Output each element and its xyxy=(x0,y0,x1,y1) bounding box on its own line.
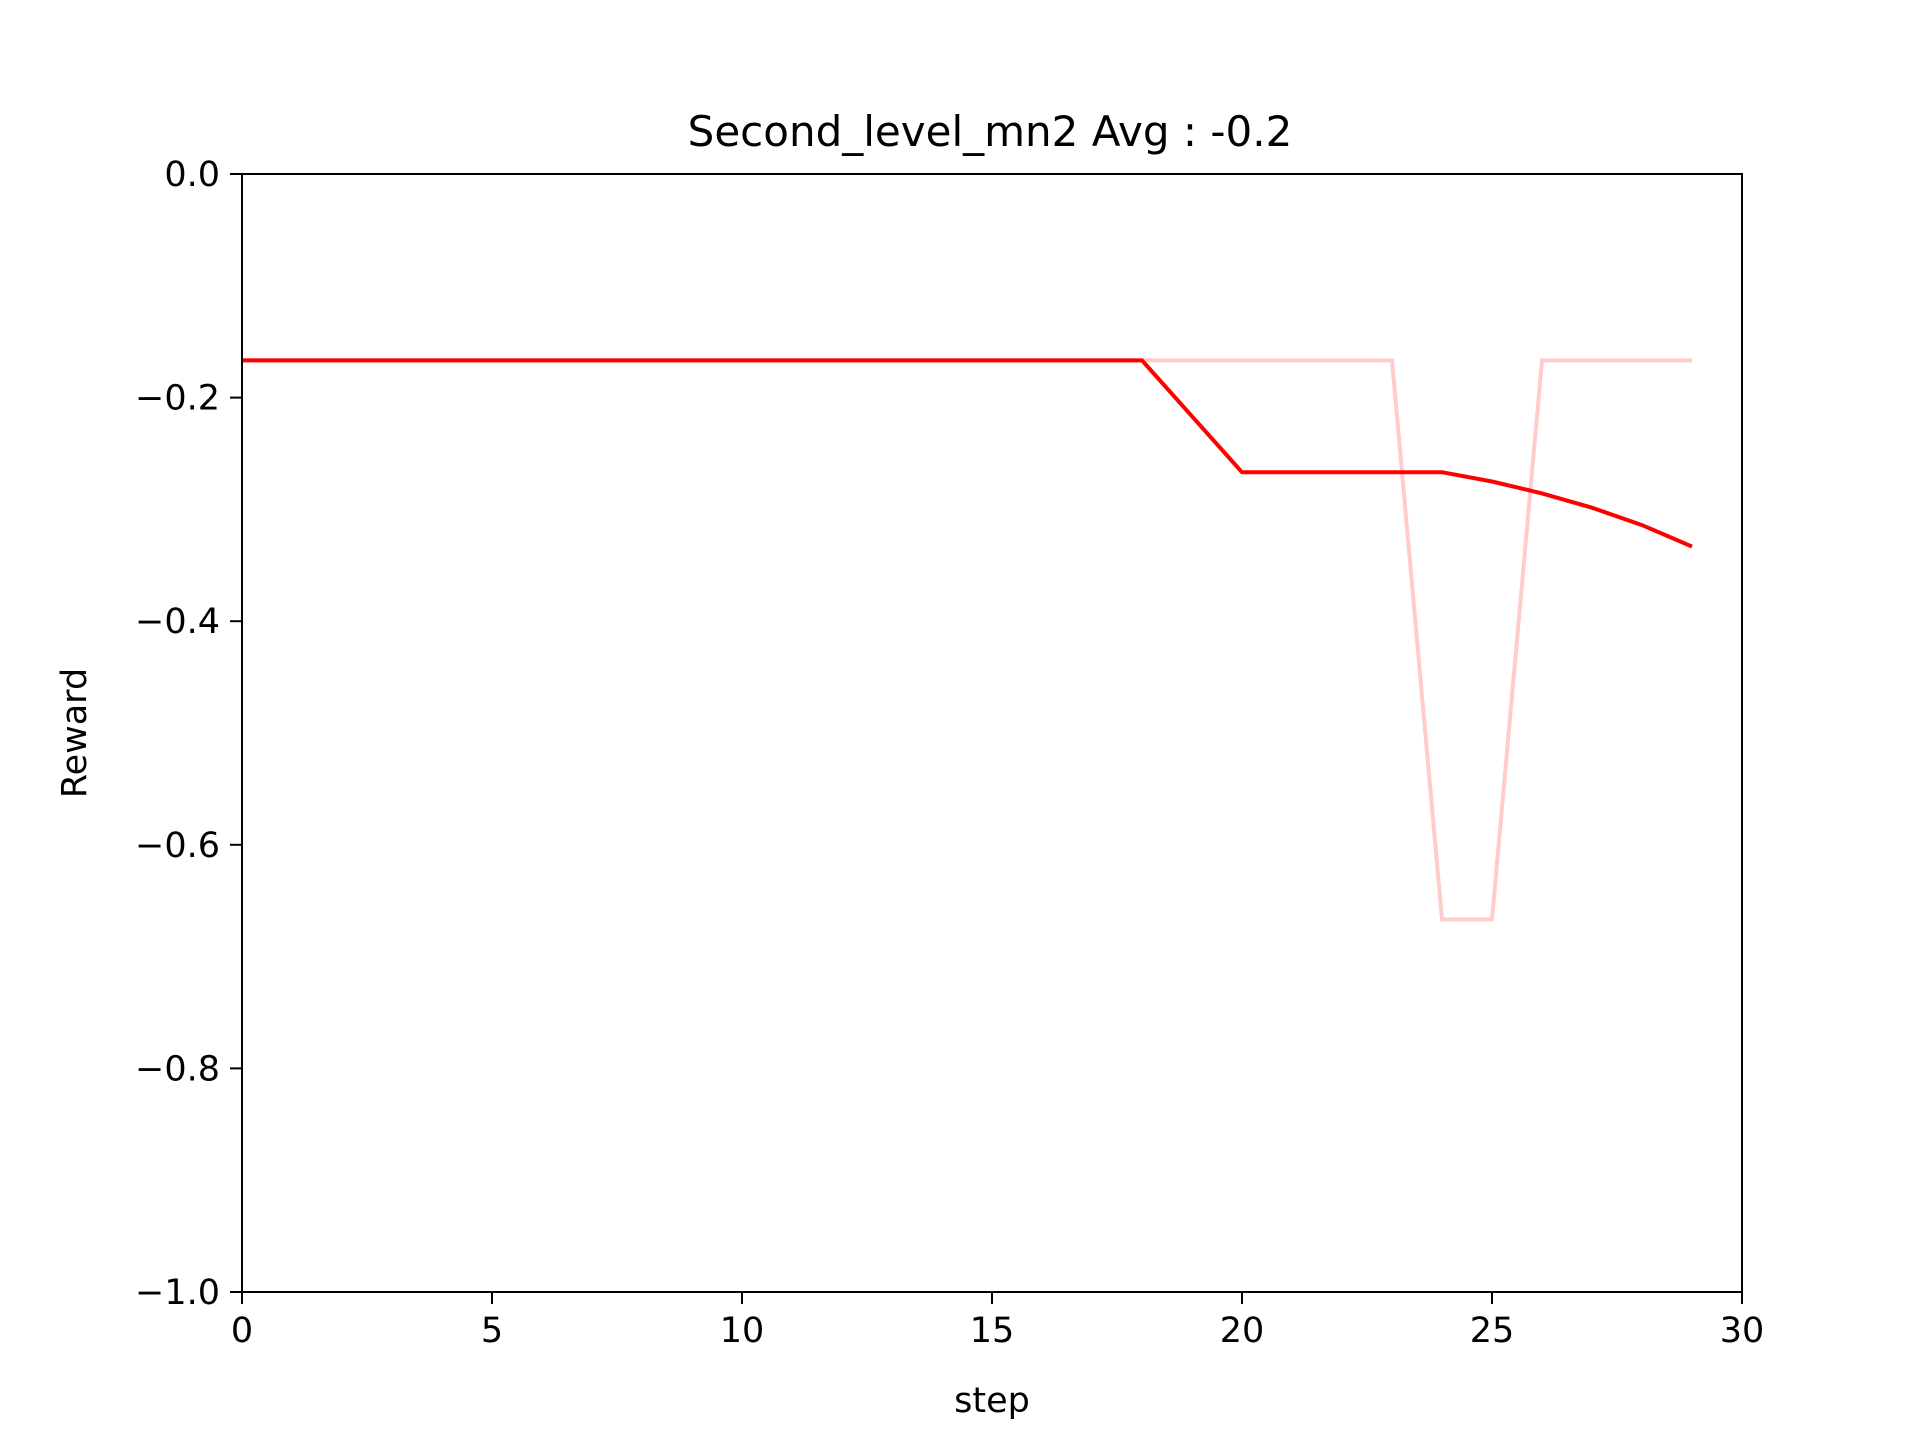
y-tick-label: 0.0 xyxy=(164,155,220,195)
x-tick-label: 0 xyxy=(231,1311,253,1351)
y-axis: 0.0 −0.2 −0.4 −0.6 −0.8 −1.0 xyxy=(135,155,242,1313)
x-axis-label: step xyxy=(954,1381,1030,1421)
x-tick-label: 5 xyxy=(481,1311,503,1351)
series-layer xyxy=(242,358,1693,922)
x-tick-label: 10 xyxy=(720,1311,765,1351)
x-tick-label: 25 xyxy=(1470,1311,1515,1351)
y-tick-label: −0.6 xyxy=(135,826,220,866)
y-tick-label: −0.4 xyxy=(135,602,220,642)
y-tick-label: −0.2 xyxy=(135,379,220,419)
x-axis: 0 5 10 15 20 25 30 xyxy=(231,1292,1764,1351)
x-tick-label: 15 xyxy=(970,1311,1015,1351)
chart-title: Second_level_mn2 Avg : -0.2 xyxy=(688,107,1293,156)
y-tick-label: −1.0 xyxy=(135,1273,220,1313)
y-tick-label: −0.8 xyxy=(135,1049,220,1089)
y-axis-label: Reward xyxy=(55,668,95,798)
x-tick-label: 20 xyxy=(1220,1311,1265,1351)
series-line-2 xyxy=(242,358,1693,549)
x-tick-label: 30 xyxy=(1720,1311,1765,1351)
